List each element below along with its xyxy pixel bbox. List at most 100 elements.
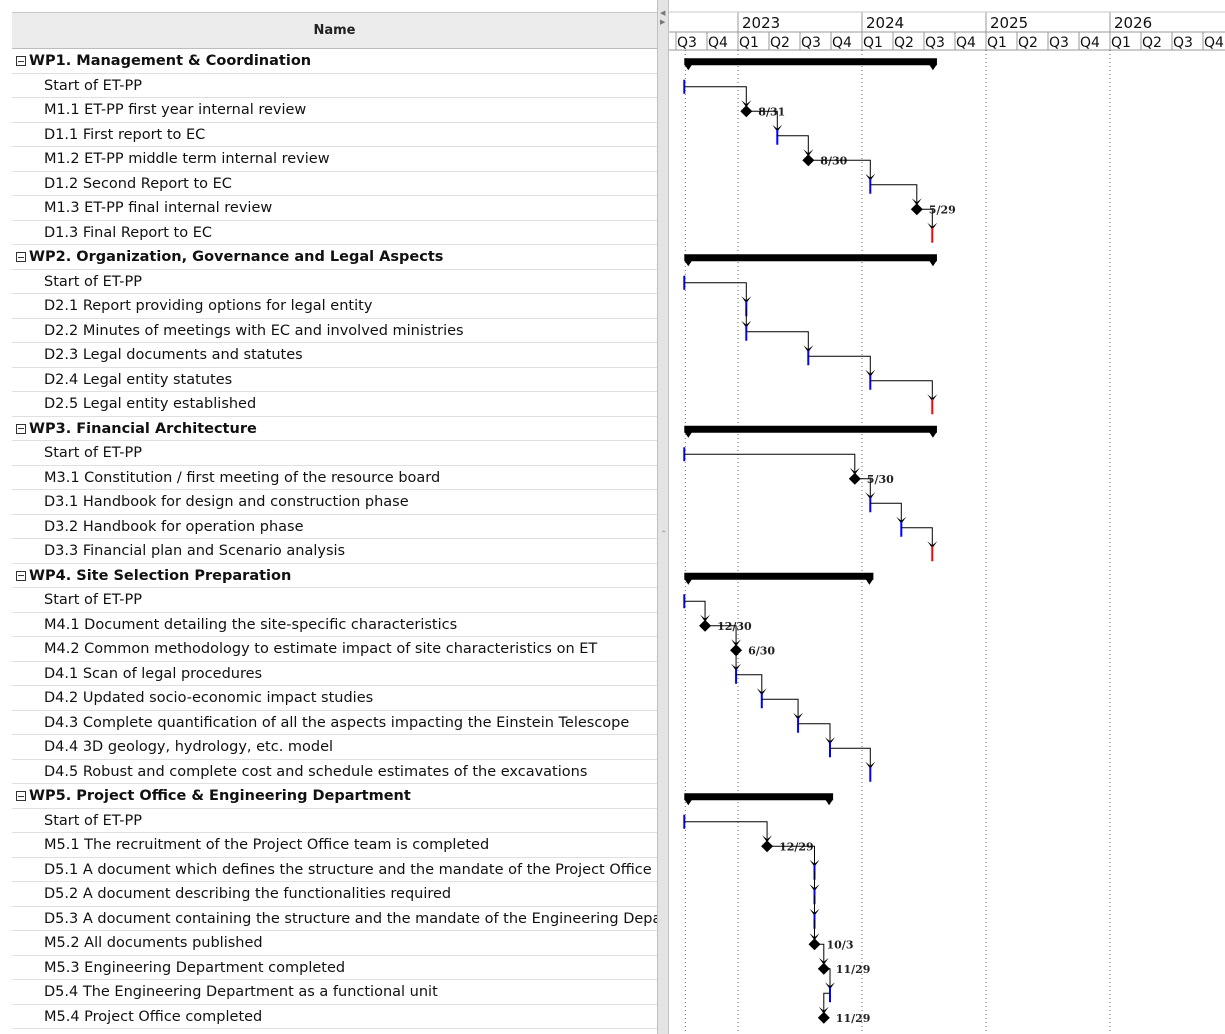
dependency-link: [854, 478, 871, 498]
year-label: 2025: [990, 14, 1028, 32]
row-label: D5.1 A document which defines the struct…: [44, 861, 652, 878]
collapse-toggle-icon[interactable]: [16, 56, 26, 66]
collapse-right-arrow-icon[interactable]: ▶: [660, 18, 666, 26]
task-row[interactable]: D1.2 Second Report to EC: [12, 172, 657, 196]
milestone-date-label: 6/30: [748, 644, 775, 657]
row-label: Start of ET-PP: [44, 77, 143, 94]
summary-bar-end-cap: [928, 431, 937, 438]
task-row[interactable]: D1.1 First report to EC: [12, 123, 657, 147]
milestone-diamond: [910, 203, 923, 216]
quarter-label: Q1: [1111, 35, 1131, 51]
milestone-date-label: 11/29: [836, 1012, 871, 1025]
task-row[interactable]: Start of ET-PP: [12, 588, 657, 613]
row-label: D4.5 Robust and complete cost and schedu…: [44, 763, 588, 780]
task-row[interactable]: D4.3 Complete quantification of all the …: [12, 711, 657, 735]
name-column-header[interactable]: Name: [12, 12, 657, 49]
collapse-toggle-icon[interactable]: [16, 570, 26, 581]
task-row[interactable]: D3.1 Handbook for design and constructio…: [12, 490, 657, 515]
year-label: 2026: [1114, 14, 1152, 32]
dependency-link: [761, 698, 799, 718]
task-row[interactable]: M4.2 Common methodology to estimate impa…: [12, 637, 657, 662]
row-label: D4.4 3D geology, hydrology, etc. model: [44, 739, 334, 755]
dependency-link: [736, 674, 763, 694]
task-row[interactable]: D4.1 Scan of legal procedures: [12, 662, 657, 686]
collapse-toggle-icon[interactable]: [16, 252, 26, 262]
task-row[interactable]: D4.2 Updated socio-economic impact studi…: [12, 686, 657, 711]
row-label: D4.1 Scan of legal procedures: [44, 665, 263, 682]
collapse-toggle-icon[interactable]: [16, 423, 26, 434]
milestone-date-label: 10/3: [827, 938, 854, 951]
task-row[interactable]: M5.2 All documents published: [12, 931, 657, 956]
split-pane-divider[interactable]: ◀ ▶ ⌃: [657, 0, 669, 1034]
row-label: M1.1 ET-PP first year internal review: [44, 102, 307, 118]
task-row[interactable]: Start of ET-PP: [12, 809, 657, 833]
work-package-row[interactable]: WP3. Financial Architecture: [12, 417, 657, 441]
quarter-label: Q4: [1204, 35, 1224, 51]
task-row[interactable]: D5.2 A document describing the functiona…: [12, 882, 657, 907]
task-row[interactable]: M3.1 Constitution / first meeting of the…: [12, 466, 657, 490]
task-row[interactable]: Start of ET-PP: [12, 74, 657, 98]
task-row[interactable]: D5.3 A document containing the structure…: [12, 907, 657, 931]
task-row[interactable]: M5.1 The recruitment of the Project Offi…: [12, 833, 657, 858]
summary-bar: [684, 572, 874, 580]
work-package-row[interactable]: WP5. Project Office & Engineering Depart…: [12, 784, 657, 809]
milestone-date-label: 5/29: [929, 203, 956, 216]
divider-grip-icon[interactable]: ⌃: [660, 530, 668, 540]
milestone-diamond: [740, 105, 753, 118]
summary-bar-start-cap: [684, 431, 693, 438]
dependency-link: [777, 135, 809, 155]
quarter-label: Q2: [894, 35, 914, 51]
task-row[interactable]: D4.5 Robust and complete cost and schedu…: [12, 760, 657, 784]
work-package-row[interactable]: WP2. Organization, Governance and Legal …: [12, 245, 657, 270]
task-row[interactable]: M1.3 ET-PP final internal review: [12, 196, 657, 221]
milestone-date-label: 5/30: [867, 473, 894, 486]
dependency-link: [901, 527, 933, 547]
row-label: M4.2 Common methodology to estimate impa…: [44, 641, 598, 657]
quarter-label: Q2: [770, 35, 790, 51]
task-row[interactable]: D2.5 Legal entity established: [12, 392, 657, 417]
task-row[interactable]: D4.4 3D geology, hydrology, etc. model: [12, 735, 657, 760]
task-row[interactable]: Start of ET-PP: [12, 441, 657, 466]
task-row[interactable]: D2.4 Legal entity statutes: [12, 368, 657, 392]
row-label: D1.1 First report to EC: [44, 126, 206, 143]
row-label: WP5. Project Office & Engineering Depart…: [29, 788, 411, 804]
row-label: Start of ET-PP: [44, 273, 143, 290]
task-row[interactable]: D5.4 The Engineering Department as a fun…: [12, 980, 657, 1005]
collapse-toggle-icon[interactable]: [16, 791, 26, 801]
task-row[interactable]: D3.3 Financial plan and Scenario analysi…: [12, 539, 657, 564]
summary-bar: [684, 793, 834, 801]
gantt-chart-pane[interactable]: 2023 2024 2025 2026 Q3 Q4 Q1 Q2 Q3 Q4 Q1 Q2 Q3 Q4 Q1 Q2…: [669, 0, 1225, 1034]
quarter-label: Q4: [708, 35, 728, 51]
task-row[interactable]: M1.1 ET-PP first year internal review: [12, 98, 657, 123]
work-package-row[interactable]: WP1. Management & Coordination: [12, 49, 657, 74]
row-label: M3.1 Constitution / first meeting of the…: [44, 469, 441, 486]
dependency-link: [746, 331, 809, 351]
quarter-label: Q3: [677, 35, 697, 51]
task-row[interactable]: D2.1 Report providing options for legal …: [12, 294, 657, 319]
task-row[interactable]: M4.1 Document detailing the site-specifi…: [12, 613, 657, 637]
collapse-left-arrow-icon[interactable]: ◀: [660, 9, 666, 17]
year-label: 2024: [866, 14, 904, 32]
timeline-header: [669, 12, 1225, 50]
dependency-link: [870, 502, 902, 522]
task-row[interactable]: D5.1 A document which defines the struct…: [12, 858, 657, 882]
task-row[interactable]: D1.3 Final Report to EC: [12, 221, 657, 245]
work-package-row[interactable]: WP4. Site Selection Preparation: [12, 564, 657, 588]
dependency-link: [705, 625, 737, 645]
dependency-link: [830, 747, 871, 767]
task-row[interactable]: D3.2 Handbook for operation phase: [12, 515, 657, 539]
dependency-link: [823, 968, 831, 988]
task-row[interactable]: M1.2 ET-PP middle term internal review: [12, 147, 657, 172]
dependency-link: [684, 821, 768, 841]
task-row[interactable]: Start of ET-PP: [12, 270, 657, 294]
dependency-link: [767, 845, 815, 865]
row-label: D2.5 Legal entity established: [44, 396, 257, 412]
task-row[interactable]: D2.2 Minutes of meetings with EC and inv…: [12, 319, 657, 343]
row-label: WP1. Management & Coordination: [29, 53, 312, 69]
summary-bar: [684, 254, 937, 262]
row-label: D5.4 The Engineering Department as a fun…: [44, 984, 438, 1000]
dependency-link: [823, 992, 830, 1012]
task-row[interactable]: M5.3 Engineering Department completed: [12, 956, 657, 980]
task-row[interactable]: M5.4 Project Office completed: [12, 1005, 657, 1029]
task-row[interactable]: D2.3 Legal documents and statutes: [12, 343, 657, 368]
